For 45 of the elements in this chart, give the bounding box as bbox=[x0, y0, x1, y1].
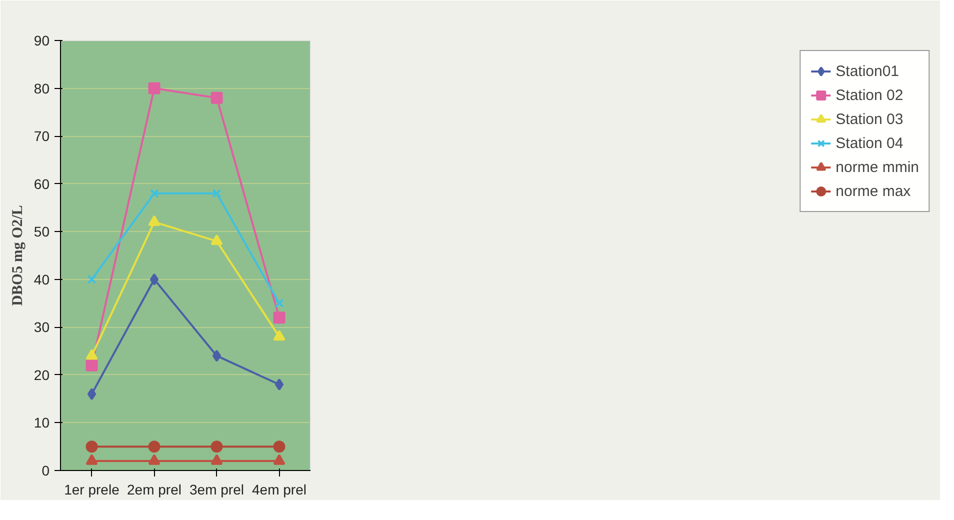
legend-label: norme max bbox=[836, 182, 911, 200]
point bbox=[150, 188, 159, 198]
y-tick-label: 80 bbox=[34, 80, 50, 96]
point bbox=[86, 454, 98, 465]
point bbox=[210, 92, 223, 104]
x-tick-label: 3em prel bbox=[190, 482, 244, 498]
point bbox=[212, 350, 222, 362]
y-axis-title: DBO5 mg O2/L bbox=[10, 205, 26, 306]
y-tick-label: 70 bbox=[34, 128, 50, 144]
legend-label: norme mmin bbox=[836, 158, 919, 176]
x-tick-label: 4em prel bbox=[252, 482, 306, 498]
point bbox=[274, 378, 284, 390]
point bbox=[212, 188, 222, 198]
legend-label: Station01 bbox=[836, 62, 900, 80]
point bbox=[148, 82, 160, 94]
point bbox=[150, 273, 159, 286]
y-tick-label: 60 bbox=[34, 176, 50, 192]
point bbox=[148, 215, 160, 226]
point bbox=[86, 440, 98, 453]
point bbox=[210, 454, 223, 465]
y-tick-label: 90 bbox=[34, 32, 50, 48]
x-tick-label: 2em prel bbox=[127, 482, 182, 498]
y-tick-label: 50 bbox=[34, 224, 50, 240]
point bbox=[273, 330, 286, 341]
y-tick-label: 10 bbox=[34, 414, 50, 431]
y-tick-label: 0 bbox=[42, 462, 50, 478]
point bbox=[273, 440, 286, 453]
point bbox=[87, 388, 96, 400]
y-tick-label: 30 bbox=[34, 319, 50, 336]
y-tick-label: 40 bbox=[34, 271, 50, 288]
point bbox=[273, 312, 286, 324]
legend-label: Station 02 bbox=[836, 86, 904, 104]
legend-label: Station 03 bbox=[836, 110, 904, 128]
legend-label: Station 04 bbox=[836, 134, 904, 152]
y-tick-label: 20 bbox=[34, 366, 50, 383]
point bbox=[210, 234, 223, 246]
point bbox=[273, 454, 286, 465]
x-tick-label: 1er prele bbox=[64, 482, 120, 498]
point bbox=[210, 440, 223, 453]
point bbox=[87, 274, 96, 284]
point bbox=[148, 454, 160, 465]
point bbox=[274, 298, 284, 308]
point bbox=[86, 349, 98, 360]
point bbox=[148, 440, 160, 453]
point bbox=[86, 359, 98, 372]
